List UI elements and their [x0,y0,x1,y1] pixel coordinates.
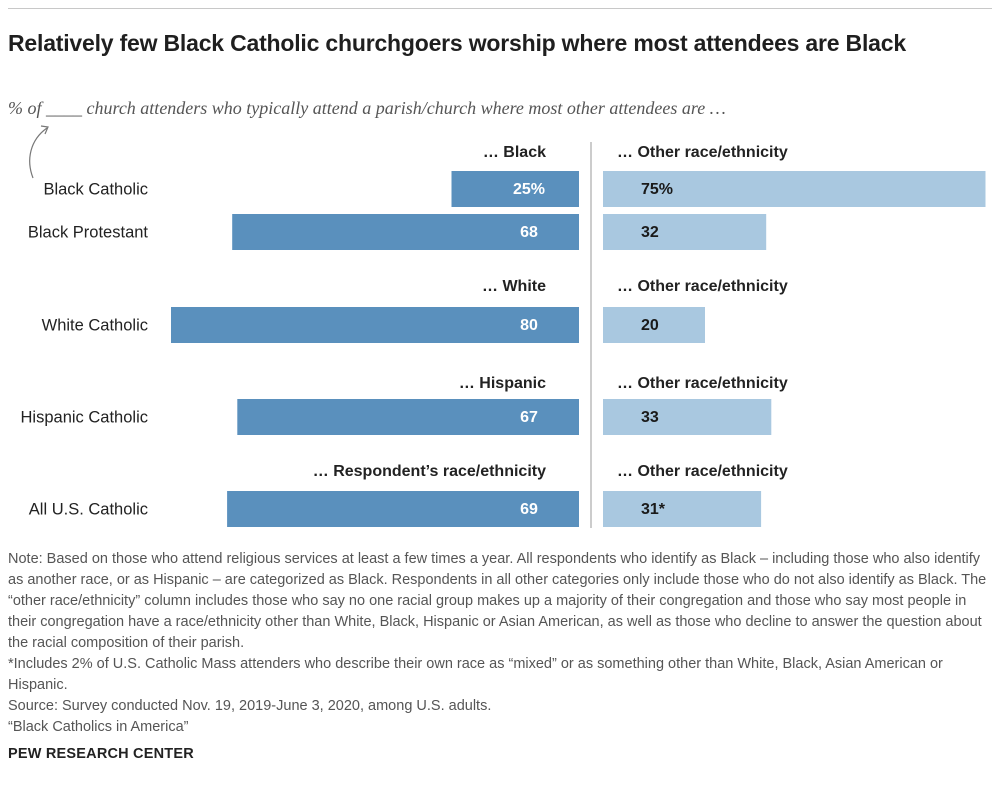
right-bar-value-label: 20 [641,317,659,334]
right-bar [603,307,705,343]
right-column-header: … Other race/ethnicity [617,375,788,392]
right-column-header: … Other race/ethnicity [617,144,788,161]
left-bar [237,399,580,435]
top-rule [8,8,992,9]
right-bar [603,399,772,435]
left-bar-value-label: 69 [520,501,538,518]
right-bar [603,171,986,207]
right-column-header: … Other race/ethnicity [617,278,788,295]
left-bar [171,307,579,343]
right-bar-value-label: 32 [641,224,659,241]
row-category-label: Hispanic Catholic [21,408,148,426]
left-bar-value-label: 68 [520,224,538,241]
left-bar-value-label: 67 [520,409,538,426]
left-bar [232,214,579,250]
pew-research-center-logo-text: PEW RESEARCH CENTER [8,746,194,762]
row-category-label: Black Catholic [43,180,148,198]
row-category-label: White Catholic [42,316,148,334]
right-column-header: … Other race/ethnicity [617,463,788,480]
chart-subtitle: % of ____ church attenders who typically… [8,98,726,118]
left-column-header: … White [482,278,546,295]
chart-area: … Black … Other race/ethnicity Black Catho… [21,125,986,528]
right-bar-value-label: 31* [641,501,666,518]
report-title-text: “Black Catholics in America” [8,719,189,735]
left-bar [451,171,579,207]
left-bar [227,491,579,527]
right-bar [603,214,767,250]
footnote-text: *Includes 2% of U.S. Catholic Mass atten… [8,656,943,693]
right-bar-value-label: 33 [641,409,659,426]
left-column-header: … Respondent’s race/ethnicity [313,463,546,480]
chart-title: Relatively few Black Catholic churchgoer… [8,30,906,56]
notes-block: Note: Based on those who attend religiou… [8,549,992,738]
right-bar [603,491,762,527]
left-column-header: … Black [483,144,546,161]
left-column-header: … Hispanic [459,375,546,392]
source-text: Source: Survey conducted Nov. 19, 2019-J… [8,698,492,714]
pointer-arrow-line [29,127,48,179]
note-text: Note: Based on those who attend religiou… [8,551,987,651]
left-bar-value-label: 25% [513,181,545,198]
row-category-label: All U.S. Catholic [29,500,148,518]
left-bar-value-label: 80 [520,317,538,334]
pointer-arrow-head-icon [40,125,49,135]
row-category-label: Black Protestant [28,223,149,241]
right-bar-value-label: 75% [641,181,673,198]
